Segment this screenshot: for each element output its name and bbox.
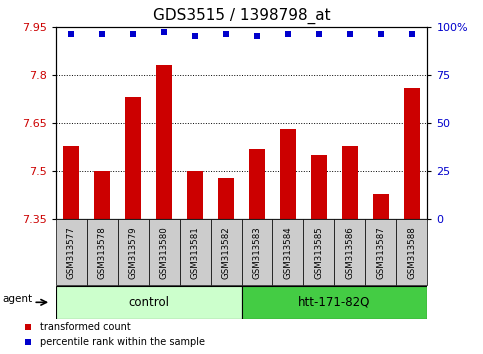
Bar <box>272 219 303 285</box>
Bar <box>218 178 234 219</box>
Bar <box>117 219 149 285</box>
Bar <box>149 219 180 285</box>
Text: GSM313583: GSM313583 <box>253 226 261 279</box>
Text: GSM313581: GSM313581 <box>190 226 199 279</box>
Point <box>24 324 32 329</box>
Point <box>24 340 32 346</box>
Point <box>160 29 168 35</box>
Text: GSM313577: GSM313577 <box>67 226 75 279</box>
Point <box>408 32 416 37</box>
Point <box>253 33 261 39</box>
Bar <box>366 219 397 285</box>
Bar <box>125 97 141 219</box>
Bar <box>373 194 389 219</box>
Bar <box>249 149 265 219</box>
Bar <box>86 219 117 285</box>
Text: GSM313587: GSM313587 <box>376 226 385 279</box>
Bar <box>404 88 420 219</box>
Text: GSM313586: GSM313586 <box>345 226 355 279</box>
Bar <box>63 145 79 219</box>
Bar <box>56 219 86 285</box>
Text: percentile rank within the sample: percentile rank within the sample <box>40 337 205 348</box>
Text: transformed count: transformed count <box>40 321 130 332</box>
Bar <box>303 219 334 285</box>
Point <box>129 32 137 37</box>
Bar <box>342 145 358 219</box>
Bar <box>180 219 211 285</box>
Text: GSM313579: GSM313579 <box>128 226 138 279</box>
Point <box>346 32 354 37</box>
Bar <box>94 171 110 219</box>
Point <box>284 32 292 37</box>
Text: GSM313585: GSM313585 <box>314 226 324 279</box>
Bar <box>311 155 327 219</box>
Point <box>315 32 323 37</box>
Point <box>67 32 75 37</box>
Bar <box>334 219 366 285</box>
Text: GSM313578: GSM313578 <box>98 226 107 279</box>
Text: GSM313580: GSM313580 <box>159 226 169 279</box>
Point <box>98 32 106 37</box>
Bar <box>397 219 427 285</box>
Text: htt-171-82Q: htt-171-82Q <box>298 296 370 309</box>
Point <box>191 33 199 39</box>
Bar <box>211 219 242 285</box>
Text: GSM313582: GSM313582 <box>222 226 230 279</box>
Bar <box>156 65 172 219</box>
Bar <box>280 130 296 219</box>
Bar <box>187 171 203 219</box>
Bar <box>242 219 272 285</box>
Title: GDS3515 / 1398798_at: GDS3515 / 1398798_at <box>153 7 330 24</box>
Point <box>377 32 385 37</box>
Text: GSM313584: GSM313584 <box>284 226 293 279</box>
Text: agent: agent <box>3 294 33 304</box>
Point <box>222 32 230 37</box>
Text: GSM313588: GSM313588 <box>408 226 416 279</box>
Bar <box>56 286 242 319</box>
Bar <box>242 286 427 319</box>
Text: control: control <box>128 296 169 309</box>
